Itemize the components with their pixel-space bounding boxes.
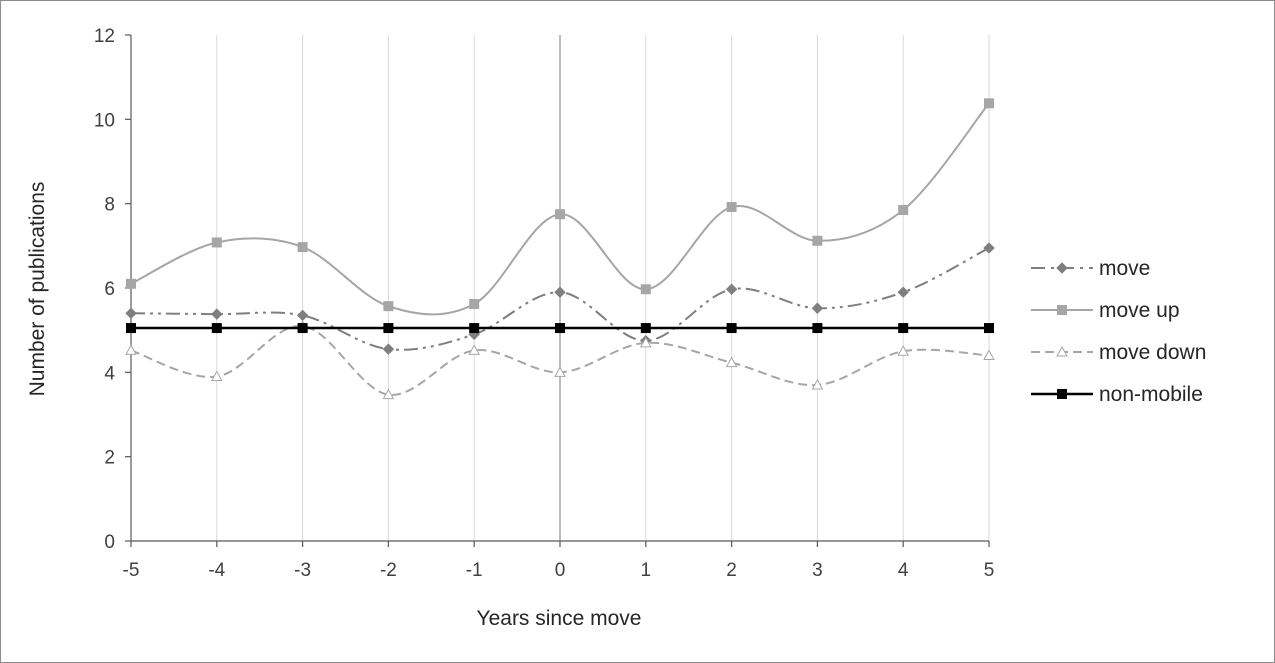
x-tick-label: -1: [466, 560, 483, 581]
data-point: [898, 323, 909, 334]
series-non-mobile: [126, 323, 994, 334]
x-tick-label: -5: [123, 560, 140, 581]
data-point: [126, 323, 136, 334]
data-point: [469, 299, 480, 310]
data-point: [726, 323, 737, 334]
data-point: [984, 98, 994, 109]
series-layer: [125, 98, 995, 400]
series-move-down: [125, 319, 995, 400]
legend-label: non-mobile: [1099, 383, 1203, 406]
data-point: [125, 344, 137, 355]
x-tick-label: -2: [380, 560, 397, 581]
x-tick-label: 4: [898, 560, 909, 581]
data-point: [297, 242, 308, 253]
legend-label: move: [1099, 257, 1150, 280]
data-point: [554, 286, 566, 298]
y-tick-label: 2: [104, 448, 115, 469]
data-point: [469, 323, 480, 334]
y-tick-label: 10: [94, 110, 115, 131]
data-point: [555, 209, 565, 220]
data-point: [811, 378, 824, 390]
data-point: [812, 323, 823, 334]
x-tick-label: -3: [294, 560, 311, 581]
data-point: [811, 302, 824, 314]
data-point: [126, 278, 136, 289]
y-tick-label: 0: [104, 532, 115, 553]
x-tick-label: 2: [726, 560, 737, 581]
data-point: [297, 323, 308, 334]
data-point: [383, 323, 394, 334]
data-point: [296, 309, 309, 322]
legend-marker: [1057, 305, 1067, 315]
x-tick-label: 1: [641, 560, 652, 581]
y-tick-label: 4: [104, 363, 115, 384]
data-point: [983, 242, 995, 254]
data-point: [983, 349, 995, 360]
data-point: [725, 356, 738, 368]
y-tick-label: 12: [94, 26, 115, 47]
grid: [216, 35, 990, 541]
data-point: [639, 336, 652, 348]
legend-item: non-mobile: [1031, 383, 1203, 406]
x-tick-label: 5: [984, 560, 995, 581]
data-point: [211, 237, 222, 248]
data-point: [555, 323, 565, 334]
data-point: [725, 283, 738, 295]
data-point: [383, 301, 394, 312]
data-point: [984, 323, 994, 334]
legend-item: move: [1031, 257, 1150, 280]
data-point: [897, 345, 910, 356]
x-tick-label: 0: [555, 560, 566, 581]
data-point: [640, 323, 651, 334]
data-point: [211, 308, 223, 320]
x-tick-label: 3: [812, 560, 823, 581]
data-point: [726, 202, 737, 213]
data-point: [125, 307, 137, 320]
data-point: [898, 204, 909, 215]
legend: move move up move down non-mobile: [1031, 257, 1206, 406]
data-point: [382, 343, 395, 355]
legend-label: move up: [1099, 299, 1180, 322]
data-point: [210, 370, 223, 382]
y-axis-title: Number of publications: [26, 182, 49, 397]
data-point: [554, 366, 566, 377]
legend-item: move down: [1031, 341, 1206, 364]
legend-marker: [1057, 389, 1067, 399]
series-move-up: [126, 98, 994, 316]
legend-label: move down: [1099, 341, 1206, 364]
data-point: [382, 388, 395, 400]
y-tick-label: 8: [104, 195, 115, 216]
series-line: [130, 102, 990, 316]
x-axis-title: Years since move: [477, 607, 642, 630]
data-point: [640, 284, 651, 295]
data-point: [897, 286, 909, 298]
x-tick-label: -4: [208, 560, 225, 581]
data-point: [812, 235, 823, 246]
series-line: [130, 324, 990, 396]
data-point: [468, 344, 481, 355]
legend-marker: [1056, 262, 1068, 274]
legend-item: move up: [1031, 299, 1180, 322]
legend-marker: [1056, 345, 1068, 357]
data-point: [211, 323, 222, 334]
y-tick-label: 6: [104, 279, 115, 300]
